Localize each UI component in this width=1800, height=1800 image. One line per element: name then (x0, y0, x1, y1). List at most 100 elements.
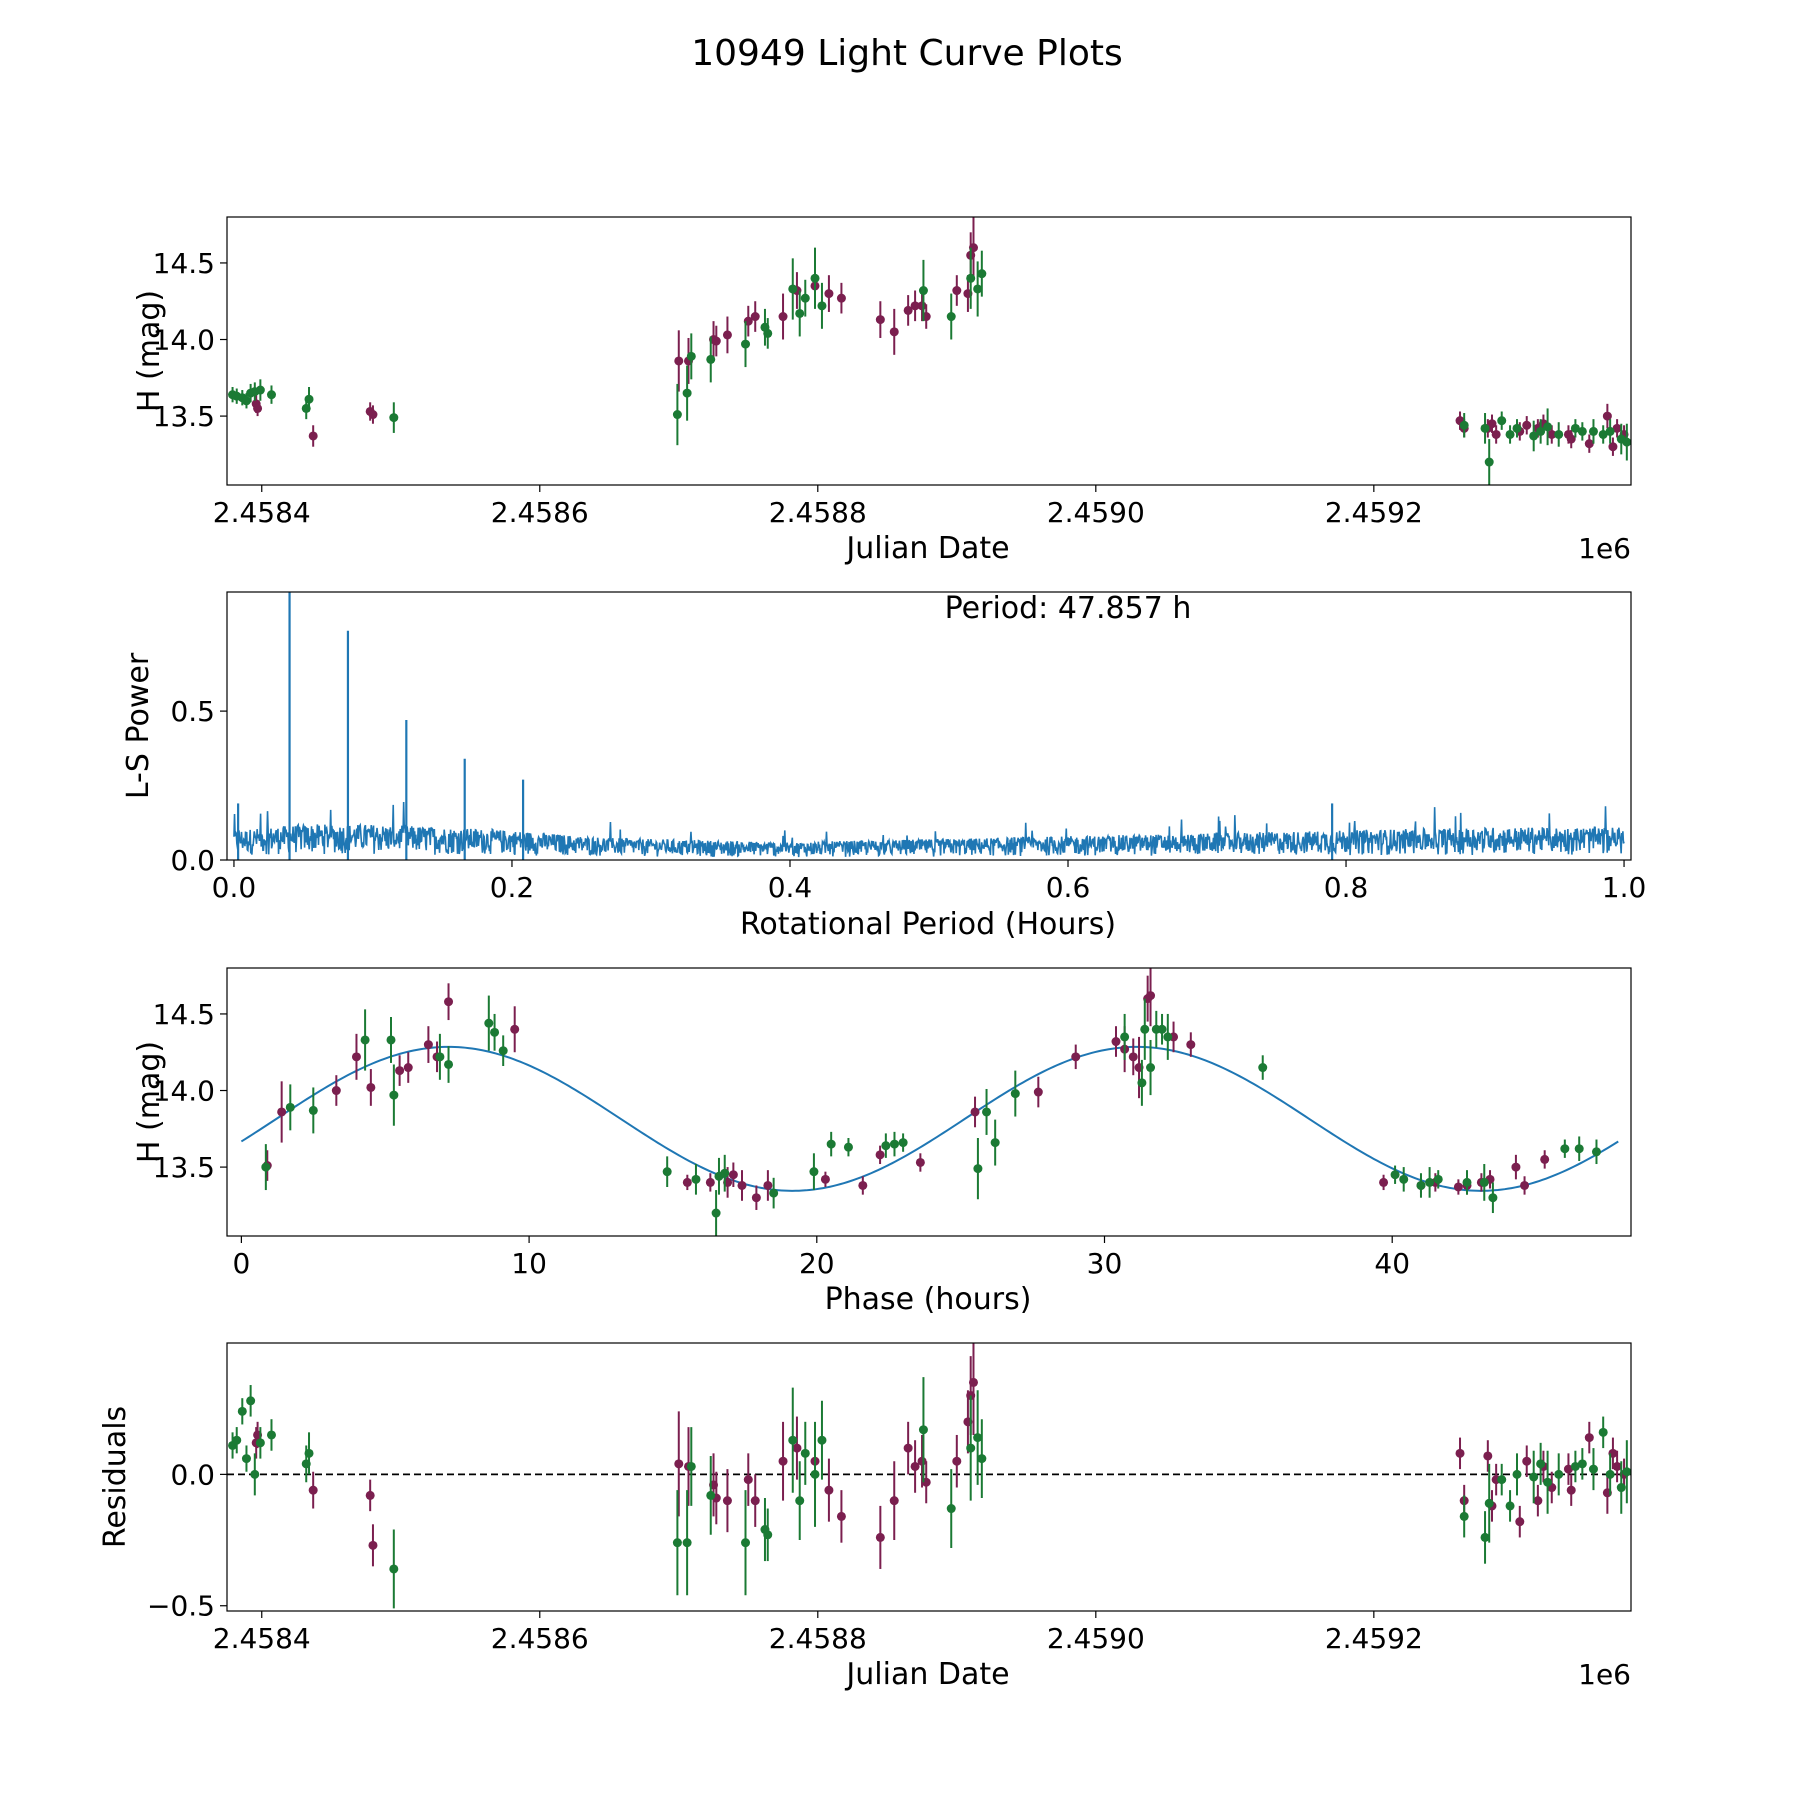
lightcurve-point-set_b (241, 396, 251, 406)
residuals-point-set_b (1598, 1427, 1608, 1437)
phased-point-set_b (490, 1027, 500, 1037)
lightcurve-point-set_a (1602, 411, 1612, 421)
phased-point-set_b (809, 1167, 819, 1177)
periodogram-xtick-label: 1.0 (1602, 871, 1647, 904)
phased-point-set_a (1511, 1162, 1521, 1172)
lightcurve-point-set_b (686, 351, 696, 361)
phased-point-set_b (1390, 1170, 1400, 1180)
residuals-point-set_b (741, 1538, 751, 1548)
lightcurve-point-set_b (1505, 429, 1515, 439)
residuals-point-set_b (1588, 1464, 1598, 1474)
lightcurve-point-set_b (800, 293, 810, 303)
lightcurve-point-set_a (1547, 429, 1557, 439)
residuals-xlabel: Julian Date (844, 1657, 1009, 1692)
phased-point-set_b (1591, 1147, 1601, 1157)
residuals-point-set_a (824, 1485, 834, 1495)
lightcurve-xtick-label: 2.4592 (1325, 496, 1423, 529)
phased-point-set_b (973, 1164, 983, 1174)
phased-point-set_b (1120, 1032, 1130, 1042)
lightcurve-point-set_a (308, 431, 318, 441)
lightcurve-offset-label: 1e6 (1578, 532, 1631, 565)
phased-point-set_b (1010, 1089, 1020, 1099)
lightcurve-xtick-label: 2.4586 (491, 496, 589, 529)
lightcurve-point-set_b (1459, 420, 1469, 430)
phased-point-set_b (898, 1138, 908, 1148)
lightcurve-point-set_b (1480, 423, 1490, 433)
periodogram-power-line (233, 802, 1625, 858)
lightcurve-panel: Julian Date H (mag) 1e6 2.4584 2.4586 2.45… (132, 216, 1632, 566)
residuals-point-set_a (722, 1496, 732, 1506)
phased-frame (226, 967, 1632, 1237)
phased-point-set_a (858, 1180, 868, 1190)
phased-point-set_b (308, 1105, 318, 1115)
lightcurve-xtick-label: 2.4584 (213, 496, 311, 529)
residuals-point-set_a (1515, 1517, 1525, 1527)
phased-point-set_b (1425, 1177, 1435, 1187)
lightcurve-point-set_b (682, 388, 692, 398)
phased-point-set_b (484, 1018, 494, 1028)
lightcurve-point-set_b (255, 385, 265, 395)
residuals-point-set_b (946, 1504, 956, 1514)
residuals-point-set_a (952, 1456, 962, 1466)
phased-point-set_a (970, 1107, 980, 1117)
residuals-point-set_a (792, 1443, 802, 1453)
phased-point-set_a (820, 1174, 830, 1184)
phased-point-set_b (1399, 1174, 1409, 1184)
lightcurve-xtick-label: 2.4590 (1047, 496, 1145, 529)
residuals-point-set_a (778, 1456, 788, 1466)
phased-ytick-label: 14.0 (153, 1075, 215, 1108)
residuals-xtick-label: 2.4584 (213, 1622, 311, 1655)
period-annotation: Period: 47.857 h (945, 591, 1192, 626)
phased-point-set_a (1071, 1052, 1081, 1062)
lightcurve-point-set_a (889, 327, 899, 337)
phased-panel: Phase (hours) H (mag) 0 10 20 30 40 13.5 14.0 1… (132, 967, 1632, 1317)
phased-point-set_b (1146, 1063, 1156, 1073)
residuals-point-set_b (810, 1469, 820, 1479)
phased-point-set_a (444, 997, 454, 1007)
residuals-point-set_b (1554, 1469, 1564, 1479)
residuals-point-set_b (788, 1435, 798, 1445)
residuals-point-set_b (1497, 1475, 1507, 1485)
lightcurve-point-set_a (1612, 423, 1622, 433)
lightcurve-plot-area (228, 217, 1631, 485)
lightcurve-point-set_b (973, 284, 983, 294)
phased-point-set_b (881, 1141, 891, 1151)
phased-point-set_b (662, 1167, 672, 1177)
periodogram-ytick-label: 0.5 (170, 695, 215, 728)
lightcurve-point-set_b (1598, 429, 1608, 439)
lightcurve-point-set_b (1543, 422, 1553, 432)
phased-point-set_b (1433, 1174, 1443, 1184)
residuals-point-set_a (1483, 1451, 1493, 1461)
lightcurve-ylabel: H (mag) (132, 290, 167, 412)
residuals-point-set_b (255, 1438, 265, 1448)
lightcurve-point-set_b (810, 273, 820, 283)
phased-point-set_b (982, 1107, 992, 1117)
lightcurve-point-set_a (722, 330, 732, 340)
lightcurve-point-set_b (266, 390, 276, 400)
residuals-offset-label: 1e6 (1578, 1658, 1631, 1691)
residuals-point-set_b (250, 1469, 260, 1479)
residuals-point-set_b (973, 1433, 983, 1443)
lightcurve-point-set_b (1605, 426, 1615, 436)
residuals-point-set_a (889, 1496, 899, 1506)
phased-point-set_a (423, 1040, 433, 1050)
phased-point-set_a (403, 1063, 413, 1073)
residuals-point-set_b (977, 1454, 987, 1464)
lightcurve-point-set_a (1608, 442, 1618, 452)
periodogram-ylabel: L-S Power (121, 652, 156, 799)
residuals-point-set_b (1570, 1461, 1580, 1471)
phased-point-set_a (1379, 1177, 1389, 1187)
phased-point-set_b (1479, 1177, 1489, 1187)
residuals-point-set_a (743, 1475, 753, 1485)
phased-point-set_b (1258, 1063, 1268, 1073)
phased-xtick-label: 30 (1087, 1247, 1123, 1280)
residuals-point-set_a (1563, 1464, 1573, 1474)
lightcurve-point-set_b (389, 413, 399, 423)
lightcurve-point-set_a (253, 403, 263, 413)
phased-point-set_a (277, 1107, 287, 1117)
residuals-point-set_b (1529, 1472, 1539, 1482)
phased-point-set_b (285, 1102, 295, 1112)
lightcurve-point-set_b (741, 339, 751, 349)
residuals-point-set_b (817, 1435, 827, 1445)
